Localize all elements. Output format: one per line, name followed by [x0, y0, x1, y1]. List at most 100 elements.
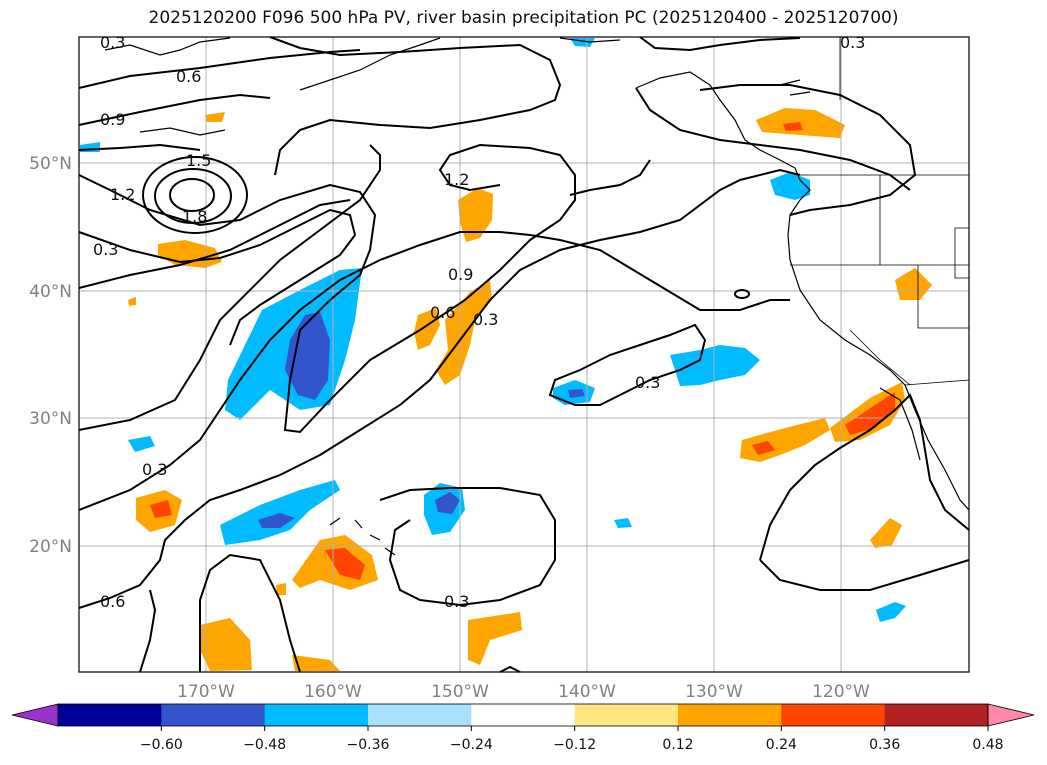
- contour-labels: 0.3 0.6 0.9 1.2 1.5 1.8 1.2 0.3 0.9 0.6 …: [93, 33, 865, 611]
- colorbar-segment: [58, 704, 162, 726]
- pv-contour: [569, 159, 651, 196]
- pv-contour: [759, 559, 970, 591]
- lon-label: 170°W: [177, 682, 235, 702]
- contour-label: 1.2: [444, 170, 469, 189]
- pv-contour: [734, 289, 750, 299]
- pos-region: [205, 112, 225, 122]
- contour-label: 0.6: [176, 67, 201, 86]
- colorbar-extend-low: [11, 703, 59, 727]
- lon-label: 120°W: [812, 682, 870, 702]
- pos-core: [783, 122, 803, 131]
- neg-region: [220, 480, 340, 545]
- colorbar-tick-label: 0.36: [869, 737, 900, 753]
- neg-region: [614, 518, 632, 528]
- colorbar-segment: [678, 704, 782, 726]
- pos-region: [414, 308, 440, 350]
- colorbar-segment: [161, 704, 266, 726]
- colorbar-tick-label: −0.24: [450, 737, 493, 753]
- pv-contour: [78, 231, 790, 511]
- colorbar-ticks: −0.60 −0.48 −0.36 −0.24 −0.12 0.12 0.24 0.36 0.4…: [140, 726, 1004, 753]
- neg-core: [285, 312, 330, 400]
- colorbar-segment: [884, 704, 989, 726]
- map-frame-bg: [79, 37, 969, 672]
- pv-contour: [78, 93, 271, 126]
- contour-label: 1.2: [110, 185, 135, 204]
- lon-label: 150°W: [431, 682, 489, 702]
- pos-region: [128, 297, 136, 306]
- longitude-labels: 170°W 160°W 150°W 140°W 130°W 120°W: [177, 682, 870, 702]
- pv-contour: [379, 487, 556, 607]
- contour-label: 1.8: [182, 207, 207, 226]
- neg-region: [128, 436, 155, 452]
- pv-contour: [78, 199, 351, 289]
- pos-core: [150, 500, 172, 518]
- map-frame: [78, 36, 970, 673]
- contour-label: 0.3: [473, 310, 498, 329]
- colorbar-segment: [781, 704, 886, 726]
- latitude-labels: 50°N 40°N 30°N 20°N: [29, 154, 72, 557]
- state-borders: [790, 37, 970, 386]
- pos-core: [845, 392, 895, 435]
- pos-core: [325, 548, 365, 580]
- pos-region: [458, 188, 493, 242]
- contour-label: 0.6: [100, 592, 125, 611]
- pv-contour: [169, 178, 215, 212]
- pos-region: [870, 518, 902, 548]
- neg-region: [876, 602, 906, 622]
- colorbar-tick-label: −0.36: [347, 737, 390, 753]
- pos-region: [468, 612, 522, 665]
- contour-label: 0.3: [635, 373, 660, 392]
- contour-label: 0.3: [840, 33, 865, 52]
- precip-shading: [80, 38, 932, 671]
- colorbar-segment: [471, 704, 576, 726]
- pv-contour: [199, 553, 301, 673]
- lat-label: 20°N: [29, 537, 72, 557]
- colorbar-tick-label: −0.48: [243, 737, 286, 753]
- contour-label: 0.3: [444, 592, 469, 611]
- neg-region: [670, 345, 760, 386]
- pv-contour: [78, 49, 361, 89]
- pv-contour: [499, 665, 521, 673]
- lat-label: 40°N: [29, 282, 72, 302]
- neg-core: [435, 492, 460, 514]
- lon-label: 160°W: [304, 682, 362, 702]
- colorbar: [11, 703, 1035, 727]
- pv-contour: [139, 589, 157, 673]
- pv-contour: [699, 84, 917, 216]
- pos-region: [292, 655, 340, 671]
- pv-contour: [635, 87, 911, 191]
- pv-contour: [78, 143, 201, 151]
- contour-label: 0.9: [448, 265, 473, 284]
- pos-core: [752, 441, 775, 455]
- neg-core: [258, 513, 295, 528]
- colorbar-tick-label: 0.48: [972, 737, 1003, 753]
- pos-region: [200, 618, 252, 671]
- pv-contour: [78, 208, 357, 346]
- pv-contour: [548, 323, 707, 406]
- map-title: 2025120200 F096 500 hPa PV, river basin …: [148, 8, 899, 28]
- contour-label: 0.9: [100, 110, 125, 129]
- colorbar-tick-label: 0.12: [662, 737, 693, 753]
- pv-contour: [78, 144, 381, 431]
- neg-core: [568, 389, 585, 398]
- contour-label: 0.3: [93, 240, 118, 259]
- colorbar-segment: [574, 704, 679, 726]
- pv-contour: [78, 143, 576, 434]
- colorbar-extend-high: [987, 703, 1035, 727]
- colorbar-tick-label: −0.12: [553, 737, 596, 753]
- pos-region: [895, 268, 932, 300]
- pv-contour: [78, 168, 801, 609]
- contour-label: 0.3: [142, 460, 167, 479]
- colorbar-segment: [264, 704, 369, 726]
- pv-contour: [269, 36, 562, 176]
- colorbar-outline: [57, 703, 989, 727]
- contour-label: 0.3: [100, 33, 125, 52]
- contour-label: 0.6: [430, 303, 455, 322]
- pv-contour: [142, 156, 248, 234]
- pos-region: [436, 280, 492, 385]
- pv-contours: [78, 36, 970, 673]
- map-gridlines: [79, 37, 969, 672]
- contour-label: 1.5: [186, 151, 211, 170]
- lon-label: 140°W: [558, 682, 616, 702]
